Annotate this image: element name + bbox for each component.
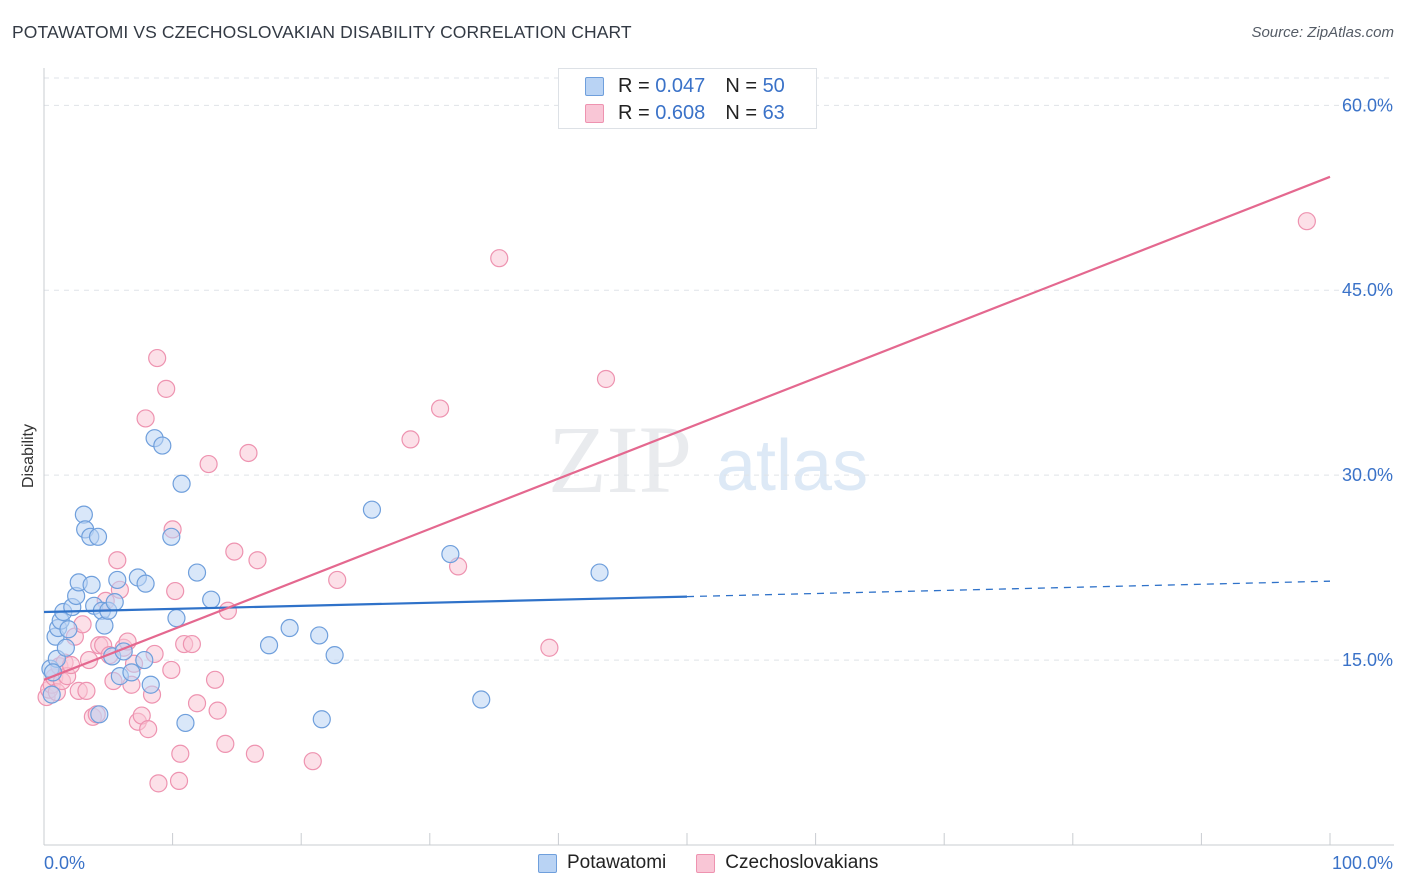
czechoslovakians-point [149, 774, 168, 793]
potawatomi-point [312, 710, 331, 729]
x-tick-label-min: 0.0% [44, 853, 85, 873]
czechoslovakians-point [205, 670, 225, 689]
potawatomi-trend-line [43, 595, 688, 614]
potawatomi-point [42, 685, 61, 704]
potawatomi-swatch [585, 76, 604, 96]
potawatomi-point [167, 609, 186, 628]
czechoslovakians-point [540, 638, 559, 657]
legend-item-czechoslovakians[interactable]: Czechoslovakians [696, 852, 878, 874]
czechoslovakians-point [136, 409, 155, 428]
czechoslovakians-point [596, 369, 616, 389]
potawatomi-point [172, 474, 191, 493]
n-value: 50 [762, 74, 785, 97]
stats-row-czechoslovakians: R = 0.608 N = 63 [585, 100, 785, 126]
czechoslovakians-point [239, 443, 258, 463]
czechoslovakians-point [182, 634, 201, 654]
y-tick-label: 45.0% [1342, 280, 1393, 300]
potawatomi-point [280, 618, 299, 638]
potawatomi-point [441, 544, 460, 564]
czechoslovakians-point [139, 720, 158, 739]
stats-legend: R = 0.047 N = 50 R = 0.608 N = 63 [558, 68, 817, 129]
potawatomi-point [259, 636, 279, 655]
y-tick-label: 30.0% [1342, 465, 1393, 485]
potawatomi-point [88, 527, 108, 546]
potawatomi-point [82, 575, 101, 594]
potawatomi-point [122, 663, 141, 682]
n-label: N = [725, 74, 757, 97]
y-axis-label: Disability [20, 424, 37, 488]
potawatomi-point [472, 690, 491, 709]
potawatomi-point [135, 650, 154, 670]
potawatomi-legend-swatch [538, 853, 557, 873]
czechoslovakians-point [148, 348, 167, 368]
potawatomi-point [202, 590, 221, 609]
y-tick-label: 60.0% [1342, 95, 1393, 115]
potawatomi-point [90, 705, 109, 724]
stats-row-potawatomi: R = 0.047 N = 50 [585, 73, 785, 99]
n-label: N = [725, 101, 757, 124]
potawatomi-point [141, 675, 160, 694]
legend-label-czechoslovakians: Czechoslovakians [725, 852, 879, 873]
gridlines [44, 77, 1394, 661]
czechoslovakians-point [169, 771, 189, 790]
potawatomi-point [362, 500, 382, 519]
chart-title: POTAWATOMI VS CZECHOSLOVAKIAN DISABILITY… [12, 22, 632, 42]
potawatomi-points [41, 429, 609, 733]
czechoslovakians-point [77, 681, 96, 700]
y-tick-label: 15.0% [1342, 650, 1393, 670]
series-legend: Potawatomi Czechoslovakians [538, 852, 908, 874]
czechoslovakians-point [187, 694, 207, 713]
potawatomi-point [56, 638, 75, 657]
czechoslovakians-point [199, 454, 218, 474]
x-ticks [43, 833, 1331, 845]
czechoslovakians-point [162, 660, 181, 680]
potawatomi-point [105, 593, 124, 612]
potawatomi-trend-line-extrapolated [686, 580, 1331, 598]
czechoslovakians-swatch [585, 103, 604, 123]
watermark-atlas: atlas [716, 426, 868, 506]
y-tick-labels: 15.0% 30.0% 45.0% 60.0% [1342, 95, 1393, 670]
potawatomi-point [59, 620, 78, 639]
r-label: R = [618, 74, 650, 97]
potawatomi-point [108, 570, 127, 590]
potawatomi-point [136, 574, 155, 593]
x-tick-label-max: 100.0% [1332, 853, 1393, 873]
watermark-zip: ZIP [548, 406, 692, 513]
czechoslovakians-point [208, 701, 227, 720]
r-value: 0.608 [655, 101, 706, 124]
potawatomi-point [187, 563, 207, 582]
r-label: R = [618, 101, 650, 124]
czechoslovakians-point [303, 752, 322, 771]
axes [43, 68, 1394, 846]
czechoslovakians-point [430, 399, 450, 418]
czechoslovakians-point [1297, 212, 1316, 231]
czechoslovakians-point [245, 744, 265, 763]
potawatomi-point [153, 436, 172, 455]
czechoslovakians-trend-line [43, 175, 1331, 681]
czechoslovakians-point [328, 570, 347, 590]
potawatomi-point [310, 626, 329, 645]
legend-label-potawatomi: Potawatomi [567, 852, 667, 873]
n-value: 63 [762, 101, 785, 124]
czechoslovakians-point [171, 744, 190, 763]
czechoslovakians-point [157, 379, 176, 398]
potawatomi-point [162, 527, 181, 546]
potawatomi-point [325, 646, 344, 665]
czechoslovakians-point [401, 430, 420, 449]
czechoslovakians-point [108, 551, 127, 570]
legend-item-potawatomi[interactable]: Potawatomi [538, 852, 666, 874]
trend-lines [43, 175, 1331, 681]
source-label: Source: ZipAtlas.com [1251, 24, 1394, 41]
czechoslovakians-point [490, 249, 509, 268]
czechoslovakians-point [216, 734, 235, 754]
czechoslovakians-point [166, 581, 185, 601]
czechoslovakians-legend-swatch [696, 853, 716, 873]
czechoslovakians-point [225, 542, 244, 561]
potawatomi-point [176, 713, 195, 733]
potawatomi-point [590, 563, 609, 582]
czechoslovakians-point [248, 551, 267, 570]
r-value: 0.047 [655, 74, 706, 97]
